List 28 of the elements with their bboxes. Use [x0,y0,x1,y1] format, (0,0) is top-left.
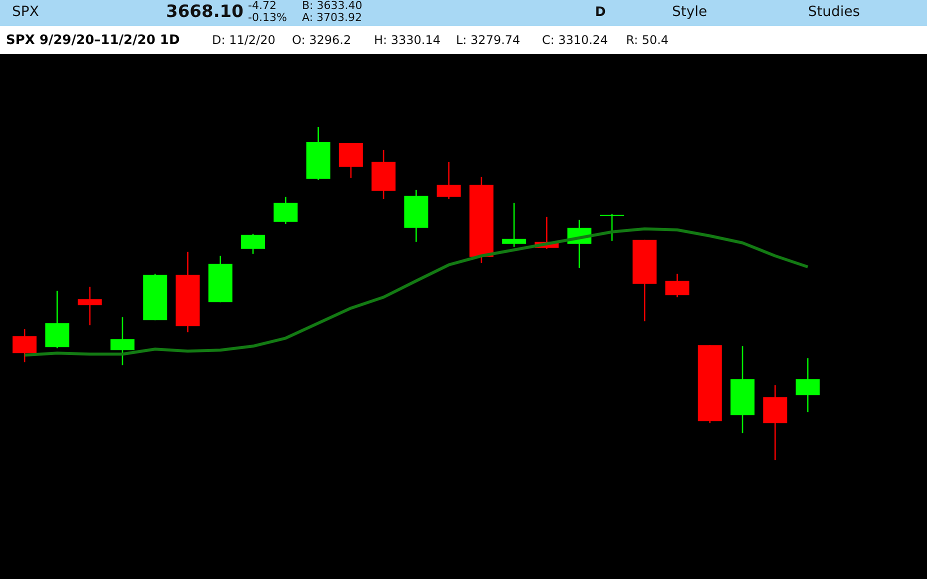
text: A: 3703.92 [302,11,362,24]
candlestick [274,196,298,225]
candlestick [338,142,363,179]
candlestick [502,202,526,248]
text: 3668.10 [166,2,244,22]
text: L: 3279.74 [456,33,520,47]
text: H: 3330.14 [374,33,441,47]
candlestick [600,213,624,242]
candlestick [665,273,690,298]
text: Style [672,4,708,20]
text: B: 3633.40 [302,0,362,12]
text: -4.72 [248,0,276,12]
chart-title: SPX 9/29/20–11/2/20 1D [6,33,180,48]
text: -0.13% [248,11,287,24]
text: Studies [808,4,860,20]
candlestick [78,286,102,326]
text: R: 50.4 [626,33,669,47]
text: SPX [12,4,40,20]
candlestick [241,233,266,255]
candlestick [12,328,37,363]
candlestick [796,357,820,413]
candlestick [436,161,461,200]
text: D: 11/2/20 [212,33,276,47]
candlestick [110,316,134,366]
text: C: 3310.24 [542,33,608,47]
text: O: 3296.2 [292,33,352,47]
text: D [595,5,606,20]
candlestick [45,290,70,349]
